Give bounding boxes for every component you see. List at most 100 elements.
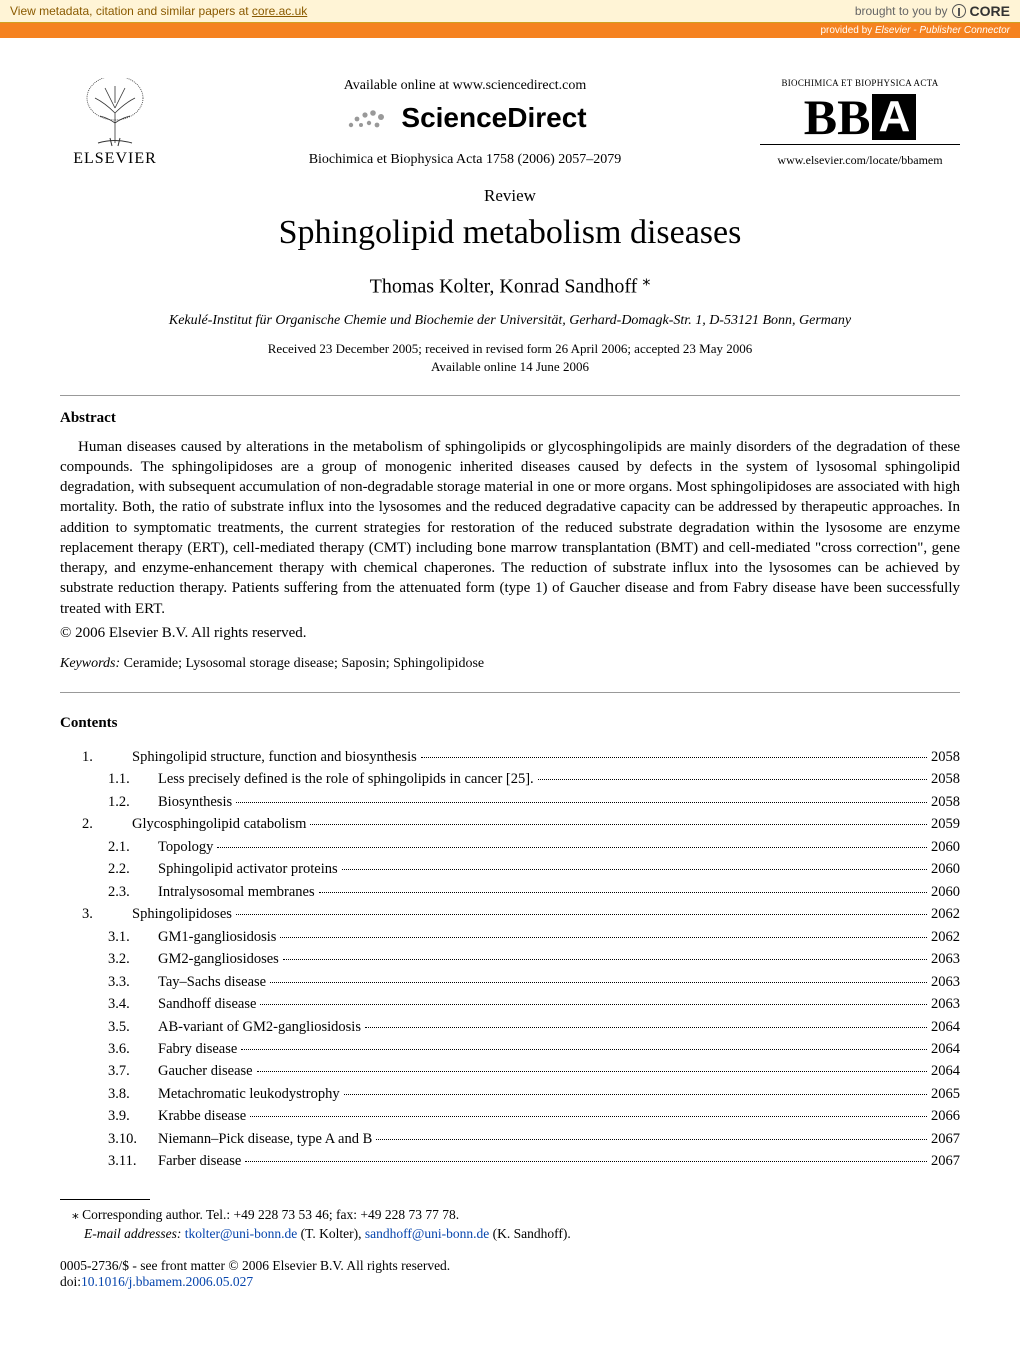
- toc-row[interactable]: 3.4.Sandhoff disease 2063: [82, 993, 960, 1015]
- toc-row[interactable]: 3.1.GM1-gangliosidosis 2062: [82, 926, 960, 948]
- toc-page: 2062: [931, 926, 960, 948]
- toc-num: 3.5.: [82, 1016, 158, 1038]
- journal-line: Biochimica et Biophysica Acta 1758 (2006…: [190, 152, 740, 168]
- toc-page: 2063: [931, 948, 960, 970]
- doi-line: doi:10.1016/j.bbamem.2006.05.027: [60, 1274, 960, 1290]
- copyright: © 2006 Elsevier B.V. All rights reserved…: [60, 625, 960, 642]
- doi-prefix: doi:: [60, 1274, 81, 1289]
- toc-label: GM2-gangliosidoses: [158, 948, 279, 970]
- toc-row[interactable]: 3.8.Metachromatic leukodystrophy2065: [82, 1083, 960, 1105]
- toc-dots: [421, 757, 927, 758]
- toc-dots: [250, 1116, 927, 1117]
- core-right: brought to you by CORE: [855, 3, 1010, 19]
- toc-dots: [270, 982, 927, 983]
- core-logo[interactable]: CORE: [970, 3, 1010, 19]
- toc-row[interactable]: 1.2.Biosynthesis2058: [82, 791, 960, 813]
- toc-row[interactable]: 3.7.Gaucher disease2064: [82, 1060, 960, 1082]
- abstract-head: Abstract: [60, 410, 960, 427]
- issn-line: 0005-2736/$ - see front matter © 2006 El…: [60, 1258, 960, 1274]
- toc-num: 3.4.: [82, 993, 158, 1015]
- toc-num: 2.3.: [82, 881, 158, 903]
- toc-page: 2064: [931, 1038, 960, 1060]
- keywords: Keywords: Ceramide; Lysosomal storage di…: [60, 656, 960, 672]
- provided-prefix: provided by: [820, 25, 874, 36]
- toc-row[interactable]: 3.11.Farber disease2067: [82, 1150, 960, 1172]
- toc-num: 2.2.: [82, 858, 158, 880]
- paper-page: ELSEVIER Available online at www.science…: [0, 38, 1020, 1330]
- toc-label: Farber disease: [158, 1150, 241, 1172]
- toc-row[interactable]: 3.9.Krabbe disease 2066: [82, 1105, 960, 1127]
- elsevier-text: ELSEVIER: [73, 150, 157, 168]
- email-2[interactable]: sandhoff@uni-bonn.de: [365, 1226, 489, 1241]
- dates-1: Received 23 December 2005; received in r…: [60, 341, 960, 357]
- toc-row[interactable]: 1.1.Less precisely defined is the role o…: [82, 768, 960, 790]
- toc-row[interactable]: 3.3.Tay–Sachs disease2063: [82, 971, 960, 993]
- core-left: View metadata, citation and similar pape…: [10, 4, 307, 18]
- core-brought: brought to you by: [855, 4, 948, 18]
- table-of-contents: 1.Sphingolipid structure, function and b…: [60, 746, 960, 1173]
- paper-title: Sphingolipid metabolism diseases: [60, 214, 960, 252]
- toc-row[interactable]: 2.1.Topology2060: [82, 836, 960, 858]
- toc-page: 2062: [931, 903, 960, 925]
- toc-label: GM1-gangliosidosis: [158, 926, 276, 948]
- toc-row[interactable]: 2.Glycosphingolipid catabolism2059: [82, 813, 960, 835]
- toc-label: Glycosphingolipid catabolism: [132, 813, 306, 835]
- toc-label: Less precisely defined is the role of sp…: [158, 768, 534, 790]
- toc-dots: [260, 1004, 927, 1005]
- toc-row[interactable]: 1.Sphingolipid structure, function and b…: [82, 746, 960, 768]
- center-block: Available online at www.sciencedirect.co…: [170, 78, 760, 168]
- sd-dots-icon: [343, 103, 393, 133]
- toc-dots: [236, 802, 927, 803]
- toc-row[interactable]: 2.2.Sphingolipid activator proteins2060: [82, 858, 960, 880]
- toc-dots: [538, 779, 927, 780]
- toc-label: Krabbe disease: [158, 1105, 246, 1127]
- toc-label: Gaucher disease: [158, 1060, 253, 1082]
- toc-label: Biosynthesis: [158, 791, 232, 813]
- toc-dots: [344, 1094, 927, 1095]
- toc-num: 3.9.: [82, 1105, 158, 1127]
- toc-row[interactable]: 3.5.AB-variant of GM2-gangliosidosis 2064: [82, 1016, 960, 1038]
- bba-top-text: BIOCHIMICA ET BIOPHYSICA ACTA: [781, 78, 938, 88]
- email-1-suffix: (T. Kolter),: [297, 1226, 365, 1241]
- core-link[interactable]: core.ac.uk: [252, 4, 307, 18]
- toc-num: 3.10.: [82, 1128, 158, 1150]
- toc-label: Sandhoff disease: [158, 993, 256, 1015]
- toc-page: 2063: [931, 971, 960, 993]
- toc-label: Fabry disease: [158, 1038, 237, 1060]
- toc-dots: [376, 1139, 927, 1140]
- toc-page: 2066: [931, 1105, 960, 1127]
- toc-dots: [217, 847, 927, 848]
- bba-logo: BB A: [804, 92, 916, 142]
- sciencedirect-logo[interactable]: ScienceDirect: [190, 102, 740, 134]
- bba-url[interactable]: www.elsevier.com/locate/bbamem: [777, 153, 942, 168]
- toc-page: 2063: [931, 993, 960, 1015]
- toc-label: Sphingolipidoses: [132, 903, 232, 925]
- toc-label: AB-variant of GM2-gangliosidosis: [158, 1016, 361, 1038]
- toc-label: Topology: [158, 836, 213, 858]
- sd-text: ScienceDirect: [401, 102, 586, 134]
- bba-block: BIOCHIMICA ET BIOPHYSICA ACTA BB A www.e…: [760, 78, 960, 168]
- email-1[interactable]: tkolter@uni-bonn.de: [185, 1226, 298, 1241]
- toc-label: Tay–Sachs disease: [158, 971, 266, 993]
- toc-row[interactable]: 3.Sphingolipidoses2062: [82, 903, 960, 925]
- toc-row[interactable]: 3.2.GM2-gangliosidoses2063: [82, 948, 960, 970]
- provided-banner: provided by Elsevier - Publisher Connect…: [0, 23, 1020, 38]
- bba-a: A: [872, 94, 916, 140]
- authors: Thomas Kolter, Konrad Sandhoff ⁎: [60, 270, 960, 299]
- toc-num: 1.: [82, 746, 132, 768]
- doi-link[interactable]: 10.1016/j.bbamem.2006.05.027: [81, 1274, 253, 1289]
- core-banner: View metadata, citation and similar pape…: [0, 0, 1020, 23]
- email-2-suffix: (K. Sandhoff).: [489, 1226, 571, 1241]
- toc-row[interactable]: 2.3.Intralysosomal membranes2060: [82, 881, 960, 903]
- toc-page: 2064: [931, 1016, 960, 1038]
- toc-dots: [310, 824, 927, 825]
- available-text: Available online at www.sciencedirect.co…: [190, 78, 740, 94]
- header-row: ELSEVIER Available online at www.science…: [60, 78, 960, 168]
- toc-page: 2060: [931, 881, 960, 903]
- toc-num: 3.1.: [82, 926, 158, 948]
- toc-row[interactable]: 3.6.Fabry disease2064: [82, 1038, 960, 1060]
- footnote-line1: Corresponding author. Tel.: +49 228 73 5…: [79, 1207, 459, 1222]
- toc-row[interactable]: 3.10.Niemann–Pick disease, type A and B2…: [82, 1128, 960, 1150]
- toc-page: 2060: [931, 858, 960, 880]
- contents-head: Contents: [60, 715, 960, 732]
